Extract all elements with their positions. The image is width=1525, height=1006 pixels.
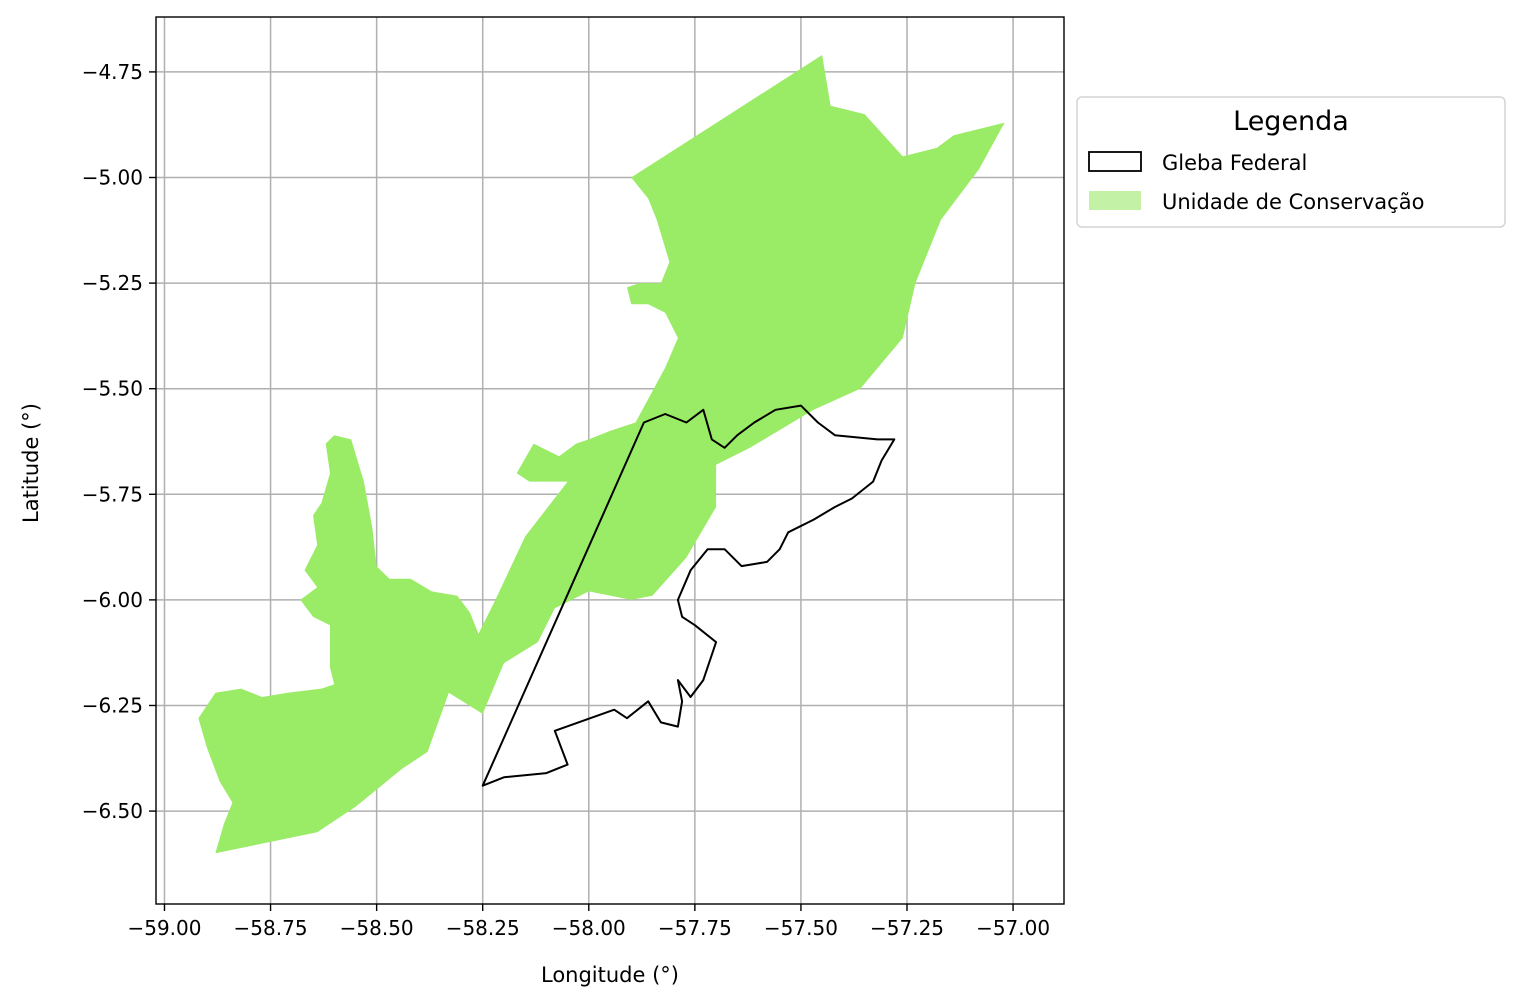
legend-swatch-gleba-federal: [1088, 151, 1142, 172]
y-tick-label: −6.50: [82, 799, 143, 823]
y-tick-label: −6.00: [82, 588, 143, 612]
x-tick-label: −58.00: [552, 916, 626, 940]
x-tick-label: −57.75: [658, 916, 732, 940]
y-tick-label: −4.75: [82, 60, 143, 84]
axis-ticks: −59.00 −58.75 −58.50 −58.25 −58.00 −57.75 −57.…: [82, 60, 1050, 940]
x-tick-label: −59.00: [127, 916, 201, 940]
polygon-gleba-federal: [481, 404, 896, 787]
legend-label-gleba-federal: Gleba Federal: [1162, 151, 1307, 175]
y-tick-label: −5.50: [82, 377, 143, 401]
x-tick-label: −58.75: [234, 916, 308, 940]
x-axis-label: Longitude (°): [541, 963, 679, 987]
legend-frame: [1076, 96, 1506, 228]
x-tick-label: −57.25: [870, 916, 944, 940]
x-tick-label: −58.50: [340, 916, 414, 940]
legend-label-unidade-de-conservacao: Unidade de Conservação: [1162, 190, 1424, 214]
plot-area-frame: [155, 16, 1065, 905]
map-features: [198, 55, 1005, 854]
y-tick-label: −5.75: [82, 482, 143, 506]
y-tick-label: −5.00: [82, 166, 143, 190]
y-tick-label: −5.25: [82, 271, 143, 295]
legend-title: Legenda: [1233, 106, 1349, 137]
x-tick-label: −57.00: [976, 916, 1050, 940]
legend: Legenda Gleba Federal Unidade de Conserv…: [1076, 96, 1506, 228]
polygon-unidade-de-conservacao: [198, 55, 1005, 854]
y-axis-label: Latitude (°): [19, 403, 43, 523]
x-tick-label: −57.50: [764, 916, 838, 940]
y-tick-label: −6.25: [82, 693, 143, 717]
x-tick-label: −58.25: [446, 916, 520, 940]
legend-swatch-unidade-de-conservacao: [1089, 191, 1141, 210]
